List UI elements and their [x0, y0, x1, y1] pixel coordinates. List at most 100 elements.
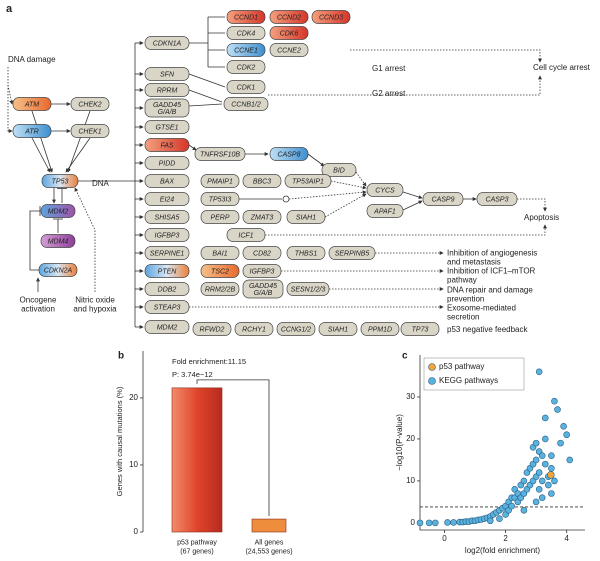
x-tick-label: (67 genes): [180, 548, 213, 555]
x-tick-label: 0: [442, 534, 447, 543]
annotation: DNA: [92, 179, 110, 188]
connector: [330, 180, 367, 190]
node-box: [40, 204, 76, 218]
point: [566, 456, 574, 464]
node-label: SIAH1: [328, 326, 348, 333]
node-label: ZMAT3: [250, 214, 274, 221]
connector: [74, 187, 96, 292]
node-box: [226, 80, 266, 94]
axes: [419, 355, 585, 531]
node-label: MDM2: [48, 208, 69, 215]
node-box: [400, 322, 440, 336]
point: [508, 502, 515, 510]
node-box: [144, 36, 190, 50]
node-label: TSC2: [211, 268, 229, 275]
annotation: prevention: [447, 295, 484, 304]
point: [532, 498, 540, 506]
node-label: THBS1: [295, 250, 318, 257]
node-box: [12, 97, 52, 111]
connector: [188, 144, 197, 151]
node-box: [269, 147, 309, 161]
node-label: MDM2: [157, 324, 178, 331]
bar: [171, 387, 223, 533]
point: [532, 456, 540, 464]
annotation: Inhibition of angiogenesis: [447, 249, 537, 258]
node-label: PTEN: [158, 268, 178, 275]
node-label: EI24: [160, 196, 175, 203]
annotation: and metastasis: [447, 258, 501, 267]
x-tick-label: 4: [564, 534, 569, 543]
node-label: RRM2/2B: [205, 286, 236, 293]
node-box: [40, 234, 76, 248]
connector: [7, 85, 13, 133]
node-label: MDM4: [48, 238, 69, 245]
node-label: TP53: [52, 178, 69, 185]
y-axis-label: Genes with causal mutations (%): [115, 386, 124, 496]
node-box: [360, 322, 400, 336]
node-box: [144, 120, 190, 134]
connector: [355, 171, 367, 187]
connector: [307, 153, 325, 167]
panel-c: c 0 2 4 0 10 20 30 log2(fold enrichment) −log10(P…: [395, 351, 585, 555]
node-label: IGFBP3: [155, 232, 180, 239]
connector: [31, 137, 51, 173]
panel-b: b 0 10 20 Genes with causal mutations (%) p53…: [115, 351, 293, 556]
annotation: P: 3.74e−12: [172, 370, 213, 379]
point: [563, 431, 570, 439]
node-label: GADD45: [153, 102, 181, 109]
node-box: [144, 83, 190, 97]
node-box: [321, 163, 357, 177]
point: [557, 439, 564, 447]
node-box: [242, 264, 282, 278]
node-label: CCND3: [319, 14, 343, 21]
point: [551, 397, 558, 405]
connector: [517, 198, 547, 212]
node-box: [269, 43, 309, 57]
node-box: [144, 156, 190, 170]
connector: [265, 224, 547, 236]
node-box: [200, 246, 240, 260]
annotation: secretion: [447, 313, 479, 322]
node-box: [144, 228, 190, 242]
annotation: Nitric oxide: [75, 296, 115, 305]
legend-label: KEGG pathways: [439, 376, 498, 385]
node-label: CYCS: [375, 187, 395, 194]
node-label: G/A/B: [254, 290, 273, 297]
node-box: [144, 300, 190, 314]
node-box: [476, 192, 518, 206]
connector: [31, 110, 53, 173]
annotation: pathway: [447, 276, 477, 285]
node-label: PIDD: [159, 160, 176, 167]
connector: [7, 67, 14, 105]
node-box: [200, 192, 240, 206]
point: [538, 477, 546, 485]
annotation: Exosome-mediated: [447, 304, 516, 313]
node-label: BBC3: [253, 178, 271, 185]
node-box: [144, 320, 190, 334]
node-box: [200, 174, 240, 188]
node-box: [144, 210, 190, 224]
node-label: CCNB1/2: [231, 101, 261, 108]
connector: [67, 110, 91, 173]
x-tick-label: (24,553 genes): [245, 548, 292, 555]
node-box: [12, 124, 52, 138]
node-label: ATR: [24, 128, 38, 135]
connector-node: [282, 195, 290, 203]
node-box: [144, 192, 190, 206]
point: [520, 477, 528, 485]
node-label: FAS: [160, 142, 173, 149]
y-tick-label: 20: [406, 434, 415, 443]
node-label: CDKN2A: [44, 267, 73, 274]
point: [560, 423, 567, 430]
annotation: Fold enrichment:11.15: [172, 357, 246, 366]
annotation: and hypoxia: [73, 305, 117, 314]
node-box: [242, 210, 282, 224]
node-box: [286, 282, 330, 296]
annotation: G1 arrest: [372, 64, 406, 73]
node-label: IGFBP3: [250, 268, 275, 275]
node-label: TP53AIP1: [292, 178, 324, 185]
connector: [65, 137, 91, 173]
node-label: RPRM: [157, 87, 178, 94]
y-tick-label: 0: [411, 518, 416, 527]
